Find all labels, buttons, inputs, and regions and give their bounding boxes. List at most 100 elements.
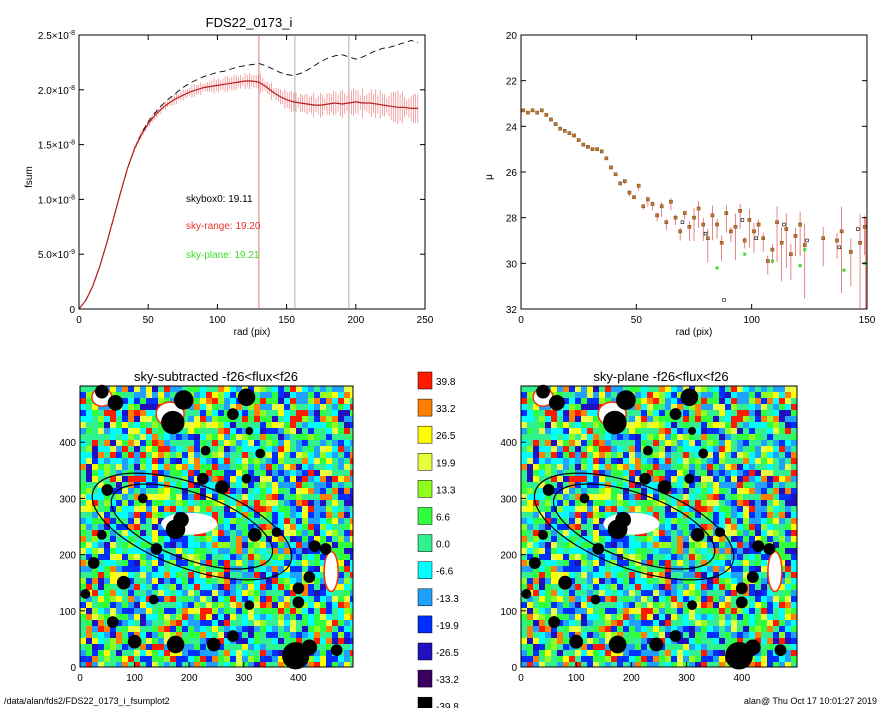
sky-subtracted-pixel	[248, 590, 254, 596]
sky-plane-pixel	[665, 392, 671, 398]
sky-plane-pixel	[677, 560, 683, 566]
mu-xticks: 0 50 100 150	[518, 35, 876, 326]
sky-plane-pixel	[629, 416, 635, 422]
sky-subtracted-pixel	[272, 572, 278, 578]
sky-plane-pixel	[647, 422, 653, 428]
sky-plane-pixel	[755, 524, 761, 530]
sky-subtracted-pixel	[296, 506, 302, 512]
sky-plane-pixel	[575, 614, 581, 620]
sky-subtracted-pixel	[278, 500, 284, 506]
sky-plane-pixel	[779, 638, 785, 644]
sky-plane-xtick-label: 100	[568, 673, 585, 684]
sky-subtracted-pixel	[308, 476, 314, 482]
sky-plane-pixel	[653, 512, 659, 518]
sky-subtracted-pixel	[236, 410, 242, 416]
sky-plane-pixel	[695, 596, 701, 602]
sky-plane-pixel	[767, 614, 773, 620]
sky-subtracted-pixel	[80, 524, 86, 530]
sky-subtracted-pixel	[266, 386, 272, 392]
sky-plane-pixel	[713, 662, 719, 667]
sky-plane-pixel	[659, 506, 665, 512]
sky-plane-pixel	[719, 644, 725, 650]
sky-subtracted-pixel	[146, 530, 152, 536]
sky-subtracted-pixel	[290, 608, 296, 614]
sky-plane-pixel	[599, 662, 605, 667]
sky-subtracted-pixel	[254, 662, 260, 667]
sky-plane-pixel	[761, 578, 767, 584]
sky-subtracted-pixel	[170, 500, 176, 506]
sky-plane-pixel	[785, 506, 791, 512]
sky-plane-pixel	[719, 494, 725, 500]
sky-plane-pixel	[563, 422, 569, 428]
sky-subtracted-pixel	[260, 416, 266, 422]
sky-plane-pixel	[653, 422, 659, 428]
sky-plane-pixel	[731, 398, 737, 404]
sky-subtracted-pixel	[344, 596, 350, 602]
sky-subtracted-pixel	[140, 596, 146, 602]
sky-plane-pixel	[629, 422, 635, 428]
sky-plane-pixel	[755, 602, 761, 608]
sky-plane-pixel	[629, 596, 635, 602]
sky-plane-pixel	[743, 404, 749, 410]
sky-plane-pixel	[533, 638, 539, 644]
sky-plane-pixel	[773, 626, 779, 632]
sky-subtracted-pixel	[290, 488, 296, 494]
sky-plane-pixel	[521, 518, 527, 524]
sky-subtracted-pixel	[104, 536, 110, 542]
sky-plane-pixel	[719, 578, 725, 584]
sky-subtracted-pixel	[242, 656, 248, 662]
sky-plane-pixel	[623, 434, 629, 440]
sky-plane-pixel	[569, 554, 575, 560]
sky-plane-pixel	[581, 632, 587, 638]
sky-subtracted-pixel	[236, 626, 242, 632]
sky-plane-pixel	[755, 476, 761, 482]
sky-plane-pixel	[593, 434, 599, 440]
sky-plane-pixel	[761, 476, 767, 482]
sky-plane-pixel	[767, 656, 773, 662]
sky-subtracted-pixel	[302, 398, 308, 404]
mu-point	[839, 229, 844, 234]
sky-plane-pixel	[791, 626, 797, 632]
sky-subtracted-pixel	[344, 416, 350, 422]
sky-subtracted-pixel	[302, 464, 308, 470]
sky-subtracted-pixel	[194, 536, 200, 542]
sky-plane-pixel	[791, 632, 797, 638]
sky-subtracted-pixel	[290, 512, 296, 518]
sky-plane-pixel	[671, 386, 677, 392]
sky-subtracted-pixel	[272, 632, 278, 638]
sky-plane-pixel	[695, 440, 701, 446]
sky-plane-pixel	[593, 500, 599, 506]
sky-plane-pixel	[527, 446, 533, 452]
sky-subtracted-pixel	[296, 536, 302, 542]
sky-subtracted-pixel	[206, 392, 212, 398]
sky-subtracted-pixel	[254, 464, 260, 470]
sky-subtracted-pixel	[104, 464, 110, 470]
sky-plane-pixel	[737, 572, 743, 578]
sky-plane-pixel	[761, 386, 767, 392]
sky-plane-pixel	[689, 518, 695, 524]
sky-plane-pixel	[773, 662, 779, 667]
sky-plane-pixel	[761, 530, 767, 536]
sky-plane-pixel	[527, 542, 533, 548]
sky-plane-pixel	[725, 518, 731, 524]
sky-plane-pixel	[749, 548, 755, 554]
sky-subtracted-pixel	[284, 398, 290, 404]
sky-subtracted-pixel	[152, 662, 158, 667]
sky-plane-pixel	[533, 548, 539, 554]
sky-plane-pixel	[719, 566, 725, 572]
sky-plane-pixel	[695, 482, 701, 488]
sky-subtracted-pixel	[266, 416, 272, 422]
sky-plane-pixel	[641, 458, 647, 464]
sky-plane-pixel	[767, 518, 773, 524]
sky-subtracted-panel: sky-subtracted -f26<flux<f26 0 100 200 300 4…	[59, 369, 354, 684]
sky-subtracted-pixel	[200, 452, 206, 458]
mu-point	[678, 229, 682, 234]
sky-subtracted-masked-star	[107, 395, 124, 411]
sky-plane-pixel	[599, 530, 605, 536]
sky-plane-pixel	[641, 434, 647, 440]
sky-plane-pixel	[665, 584, 671, 590]
sky-subtracted-pixel	[308, 452, 314, 458]
sky-plane-pixel	[713, 470, 719, 476]
fsum-xtick-label: 200	[347, 315, 364, 326]
sky-plane-pixel	[563, 452, 569, 458]
